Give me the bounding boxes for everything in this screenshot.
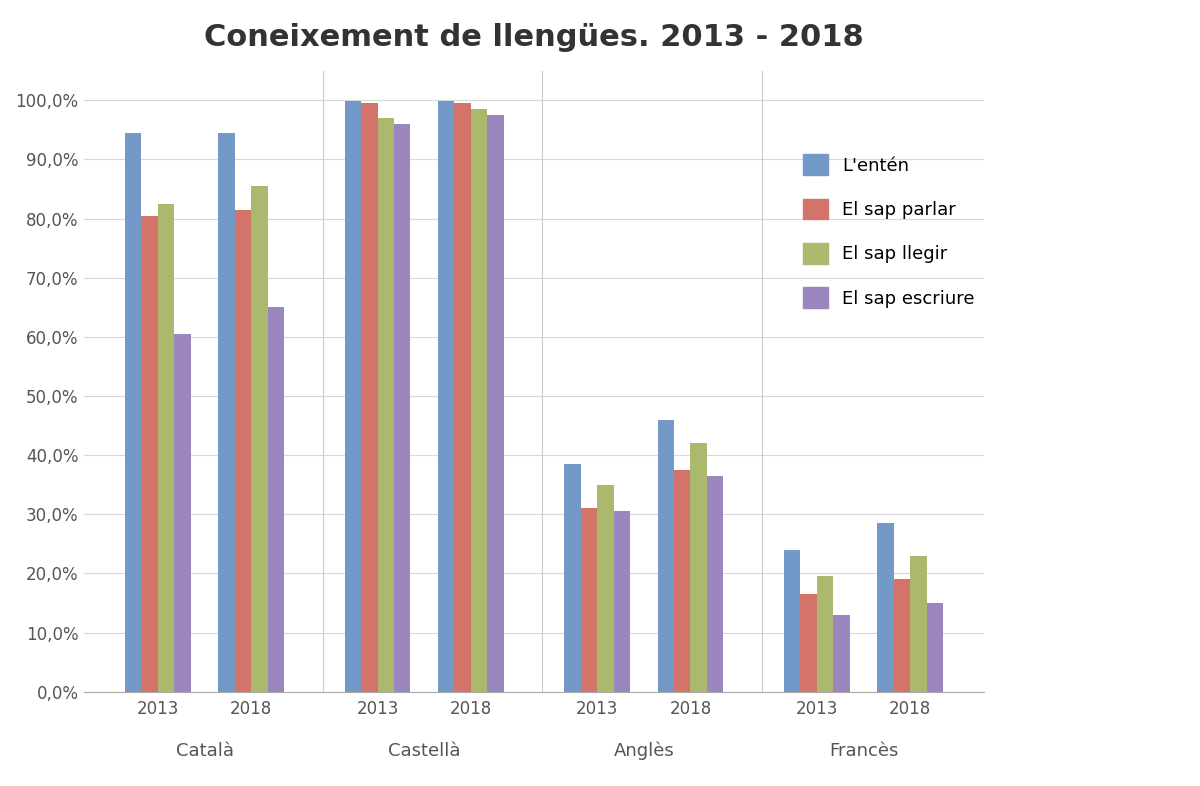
- Bar: [598, 485, 613, 692]
- Text: Anglès: Anglès: [613, 742, 674, 760]
- Bar: [438, 101, 455, 692]
- Bar: [926, 603, 943, 692]
- Bar: [142, 215, 158, 692]
- Bar: [487, 115, 504, 692]
- Bar: [690, 443, 707, 692]
- Bar: [268, 307, 284, 692]
- Bar: [674, 470, 690, 692]
- Bar: [158, 204, 174, 692]
- Title: Coneixement de llengües. 2013 - 2018: Coneixement de llengües. 2013 - 2018: [204, 23, 864, 52]
- Bar: [470, 109, 487, 692]
- Bar: [833, 615, 850, 692]
- Bar: [564, 464, 581, 692]
- Bar: [394, 124, 410, 692]
- Bar: [218, 133, 235, 692]
- Text: Francès: Francès: [829, 742, 898, 760]
- Bar: [581, 509, 598, 692]
- Bar: [707, 476, 724, 692]
- Bar: [658, 420, 674, 692]
- Text: Català: Català: [175, 742, 234, 760]
- Bar: [125, 133, 142, 692]
- Legend: L'entén, El sap parlar, El sap llegir, El sap escriure: L'entén, El sap parlar, El sap llegir, E…: [803, 154, 974, 308]
- Bar: [455, 103, 470, 692]
- Bar: [361, 103, 378, 692]
- Bar: [784, 549, 800, 692]
- Bar: [894, 579, 910, 692]
- Bar: [817, 576, 833, 692]
- Text: Castellà: Castellà: [388, 742, 461, 760]
- Bar: [235, 210, 251, 692]
- Bar: [378, 118, 394, 692]
- Bar: [344, 101, 361, 692]
- Bar: [174, 334, 191, 692]
- Bar: [613, 512, 630, 692]
- Bar: [251, 186, 268, 692]
- Bar: [877, 523, 894, 692]
- Bar: [910, 556, 926, 692]
- Bar: [800, 594, 817, 692]
